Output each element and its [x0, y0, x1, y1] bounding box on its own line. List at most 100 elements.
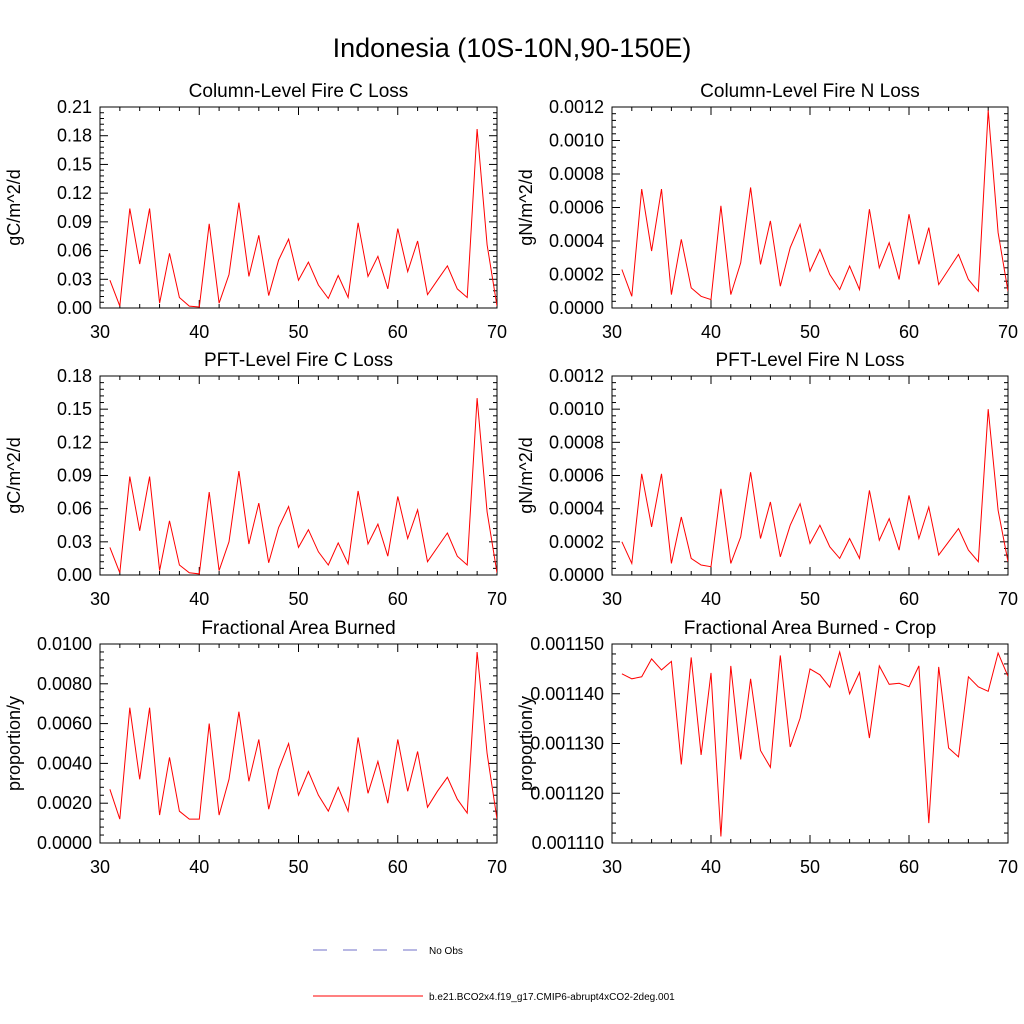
- y-tick-label: 0.15: [57, 154, 92, 174]
- y-tick-label: 0.001120: [530, 783, 604, 803]
- x-tick-label: 60: [899, 589, 919, 609]
- panel-title: PFT-Level Fire N Loss: [716, 350, 905, 371]
- y-tick-label: 0.0008: [549, 432, 604, 452]
- y-tick-label: 0.001150: [530, 634, 604, 654]
- x-tick-label: 60: [388, 322, 408, 342]
- y-tick-label: 0.001130: [530, 734, 604, 754]
- y-tick-label: 0.0006: [549, 466, 604, 486]
- panel-title: Fractional Area Burned - Crop: [684, 618, 936, 639]
- y-tick-label: 0.03: [57, 532, 92, 552]
- y-axis-label: proportion/y: [516, 696, 536, 791]
- y-tick-label: 0.12: [57, 183, 92, 203]
- y-tick-label: 0.06: [57, 499, 92, 519]
- x-tick-label: 70: [998, 857, 1018, 877]
- y-axis-label: gC/m^2/d: [4, 169, 24, 245]
- y-axis-label: proportion/y: [4, 696, 24, 791]
- y-tick-label: 0.15: [57, 399, 92, 419]
- x-tick-label: 40: [701, 589, 721, 609]
- y-tick-label: 0.0006: [549, 198, 604, 218]
- x-tick-label: 30: [602, 322, 622, 342]
- x-tick-label: 40: [189, 857, 209, 877]
- x-tick-label: 50: [288, 589, 308, 609]
- x-tick-label: 40: [189, 589, 209, 609]
- legend-label-model-run: b.e21.BCO2x4.f19_g17.CMIP6-abrupt4xCO2-2…: [429, 992, 675, 1003]
- x-tick-label: 30: [90, 589, 110, 609]
- y-tick-label: 0.0020: [37, 793, 92, 813]
- panel-5: Fractional Area Burned proportion/y 30 40 50…: [4, 618, 507, 877]
- y-tick-label: 0.0002: [549, 532, 604, 552]
- y-tick-label: 0.0004: [549, 499, 604, 519]
- y-tick-label: 0.0060: [37, 714, 92, 734]
- y-tick-label: 0.0002: [549, 265, 604, 285]
- x-tick-label: 50: [288, 322, 308, 342]
- y-tick-label: 0.06: [57, 241, 92, 261]
- y-tick-label: 0.21: [57, 97, 92, 117]
- panel-title: Column-Level Fire N Loss: [700, 81, 920, 102]
- figure-title: Indonesia (10S-10N,90-150E): [333, 33, 692, 63]
- series-line: [621, 110, 1008, 301]
- chart-panels: Column-Level Fire C Loss gC/m^2/d 30 40 50 60…: [4, 81, 1018, 877]
- plot-frame: [99, 106, 498, 309]
- series-line: [109, 398, 497, 575]
- series-line: [621, 650, 1008, 837]
- panel-6: Fractional Area Burned - Crop proportion/…: [516, 618, 1018, 877]
- x-tick-label: 40: [701, 857, 721, 877]
- x-tick-label: 60: [899, 322, 919, 342]
- y-tick-label: 0.001110: [532, 833, 604, 853]
- x-tick-label: 40: [701, 322, 721, 342]
- legend-label-no-obs: No Obs: [429, 946, 463, 957]
- plot-frame: [611, 643, 1009, 844]
- x-tick-label: 50: [800, 589, 820, 609]
- y-tick-label: 0.0012: [549, 97, 604, 117]
- x-tick-label: 30: [90, 857, 110, 877]
- x-tick-label: 60: [388, 589, 408, 609]
- x-tick-label: 70: [998, 589, 1018, 609]
- x-tick-label: 30: [602, 589, 622, 609]
- plot-frame: [611, 106, 1009, 309]
- x-tick-label: 60: [388, 857, 408, 877]
- y-axis-label: gN/m^2/d: [516, 437, 536, 513]
- y-tick-label: 0.0000: [549, 565, 604, 585]
- x-tick-label: 70: [998, 322, 1018, 342]
- series-line: [109, 128, 497, 308]
- plot-frame: [611, 375, 1009, 576]
- y-tick-label: 0.00: [57, 298, 92, 318]
- x-tick-label: 50: [800, 322, 820, 342]
- panel-1: Column-Level Fire C Loss gC/m^2/d 30 40 50 60…: [4, 81, 507, 342]
- y-tick-label: 0.0012: [549, 366, 604, 386]
- y-tick-label: 0.0008: [549, 164, 604, 184]
- y-tick-label: 0.12: [57, 432, 92, 452]
- x-tick-label: 70: [487, 589, 507, 609]
- y-tick-label: 0.09: [57, 212, 92, 232]
- panel-title: PFT-Level Fire C Loss: [204, 350, 393, 371]
- panel-2: Column-Level Fire N Loss gN/m^2/d 30 40 50 60…: [516, 81, 1018, 342]
- y-tick-label: 0.0100: [37, 634, 92, 654]
- y-tick-label: 0.0000: [37, 833, 92, 853]
- y-tick-label: 0.0080: [37, 674, 92, 694]
- panel-4: PFT-Level Fire N Loss gN/m^2/d 30 40 50 60 70 0…: [516, 350, 1018, 609]
- panel-title: Column-Level Fire C Loss: [189, 81, 409, 102]
- y-tick-label: 0.0004: [549, 231, 604, 251]
- x-tick-label: 30: [602, 857, 622, 877]
- legend: No Obs b.e21.BCO2x4.f19_g17.CMIP6-abrupt…: [313, 946, 675, 1003]
- plot-frame: [99, 375, 498, 576]
- x-tick-label: 50: [288, 857, 308, 877]
- y-tick-label: 0.0000: [549, 298, 604, 318]
- y-tick-label: 0.18: [57, 366, 92, 386]
- y-tick-label: 0.0010: [549, 399, 604, 419]
- y-axis-label: gN/m^2/d: [516, 169, 536, 245]
- panel-3: PFT-Level Fire C Loss gC/m^2/d 30 40 50 60 70 0…: [4, 350, 507, 609]
- x-tick-label: 70: [487, 322, 507, 342]
- y-tick-label: 0.09: [57, 466, 92, 486]
- x-tick-label: 60: [899, 857, 919, 877]
- y-tick-label: 0.0010: [549, 131, 604, 151]
- x-tick-label: 30: [90, 322, 110, 342]
- x-tick-label: 40: [189, 322, 209, 342]
- panel-title: Fractional Area Burned: [201, 618, 395, 639]
- series-line: [109, 651, 497, 820]
- x-tick-label: 70: [487, 857, 507, 877]
- series-line: [621, 409, 1008, 568]
- y-tick-label: 0.001140: [530, 684, 604, 704]
- y-tick-label: 0.03: [57, 269, 92, 289]
